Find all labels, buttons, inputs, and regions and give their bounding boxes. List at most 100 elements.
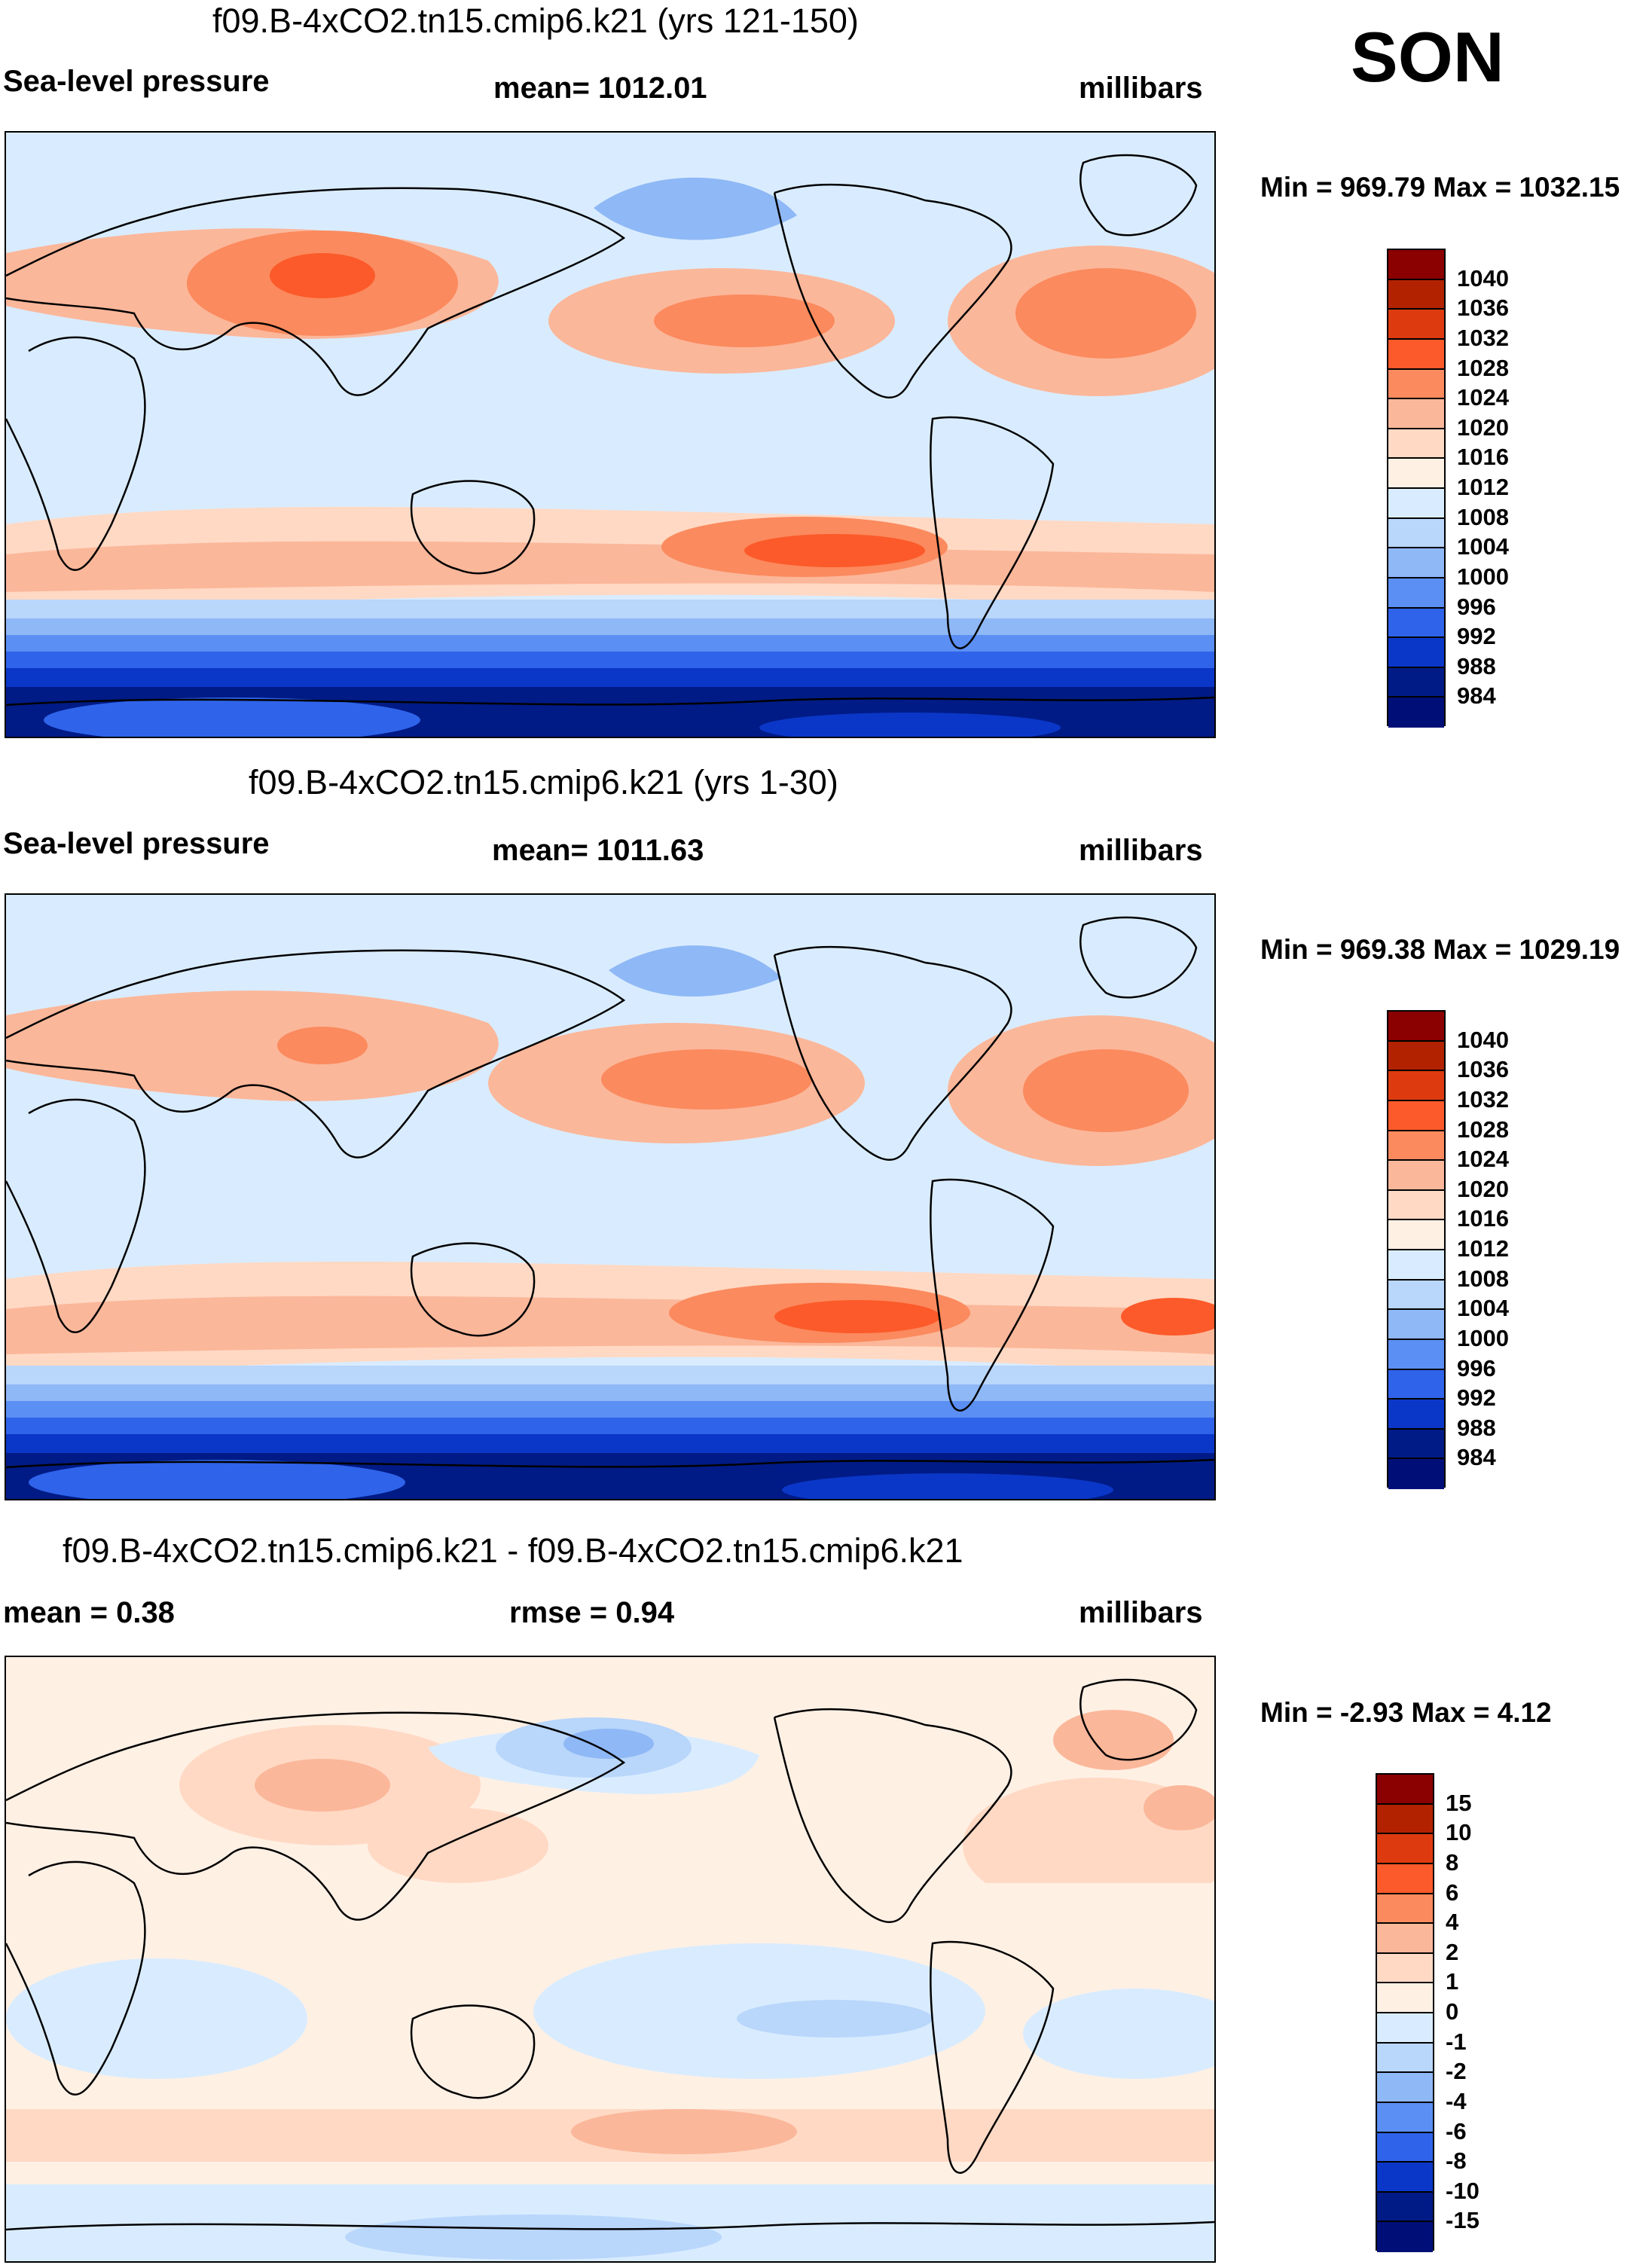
colorbar-tick-label: 1 — [1446, 1968, 1459, 1995]
field-antarctic-patch — [44, 697, 420, 737]
field-high-satl-core — [1121, 1298, 1214, 1335]
colorbar-tick-label: 1036 — [1457, 1056, 1509, 1083]
colorbar-tick-label: 1000 — [1457, 1324, 1509, 1351]
colorbar-box — [1388, 518, 1444, 549]
colorbar-box — [1377, 2222, 1433, 2252]
colorbar-tick-label: 988 — [1457, 1414, 1496, 1441]
coast-eurasia — [6, 949, 626, 1158]
coast-australia — [410, 2004, 536, 2099]
field-polar-low-arctic — [594, 177, 797, 240]
field-neg-antarctic-core — [345, 2215, 722, 2260]
colorbar-box — [1388, 578, 1444, 609]
colorbar-tick-label: 8 — [1446, 1848, 1459, 1876]
colorbar-box — [1388, 310, 1444, 340]
coast-greenland — [1079, 154, 1198, 237]
colorbar-tick-label: 1036 — [1457, 295, 1509, 322]
colorbar-box — [1388, 489, 1444, 519]
field-high-npac-core — [654, 295, 835, 347]
colorbar-box — [1377, 1804, 1433, 1835]
colorbar-tick-label: 0 — [1446, 1998, 1459, 2025]
coast-north-america — [773, 945, 1012, 1161]
panel-rmse-label: rmse = 0.94 — [509, 1596, 675, 1629]
colorbar-box — [1388, 429, 1444, 459]
coast-antarctica — [6, 2221, 1214, 2231]
field-antarctic-patch — [782, 1473, 1113, 1499]
colorbar-tick-label: 1024 — [1457, 384, 1509, 411]
field-neg-npac-inner — [563, 1729, 654, 1759]
colorbar-tick-label: 1020 — [1457, 1175, 1509, 1202]
colorbar-box — [1388, 1310, 1444, 1340]
panel-minmax-label: Min = -2.93 Max = 4.12 — [1260, 1697, 1552, 1728]
colorbar-box — [1388, 1429, 1444, 1460]
colorbar-box — [1377, 2073, 1433, 2103]
colorbar-box — [1388, 608, 1444, 639]
colorbar-box — [1388, 1280, 1444, 1311]
field-high-natl-core — [1023, 1049, 1189, 1132]
colorbar-tick-label: 984 — [1457, 682, 1496, 710]
field-high-spac-inner — [774, 1300, 940, 1333]
colorbar-tick-label: 988 — [1457, 652, 1496, 679]
colorbar-box — [1388, 399, 1444, 429]
panel-title: f09.B-4xCO2.tn15.cmip6.k21 - f09.B-4xCO2… — [63, 1531, 963, 1570]
coast-greenland — [1079, 1678, 1198, 1761]
coast-eurasia — [6, 187, 626, 396]
colorbar-box — [1377, 2132, 1433, 2163]
map-svg — [6, 1657, 1214, 2261]
panel-mean-label: mean= 1012.01 — [493, 72, 707, 105]
field-pos-europe — [1144, 1785, 1214, 1830]
panel-minmax-label: Min = 969.38 Max = 1029.19 — [1260, 934, 1620, 965]
colorbar-box — [1388, 638, 1444, 668]
coastlines — [6, 916, 1214, 1469]
colorbar-box — [1388, 1250, 1444, 1281]
colorbar-box — [1377, 2043, 1433, 2074]
field-so-band-2 — [6, 618, 1214, 635]
colorbar-tick-label: 1040 — [1457, 264, 1509, 292]
colorbar-tick-label: 1012 — [1457, 474, 1509, 500]
colorbar-tick-label: 996 — [1457, 1354, 1496, 1381]
colorbar-box — [1377, 1775, 1433, 1805]
colorbar-box — [1388, 1100, 1444, 1131]
coast-antarctica — [6, 1458, 1214, 1469]
coast-south-america — [930, 1178, 1055, 1412]
field-so-band-2 — [6, 1384, 1214, 1401]
colorbar-tick-label: 1032 — [1457, 324, 1509, 351]
colorbar-box — [1388, 1220, 1444, 1250]
field-neg-spac-core — [737, 2000, 933, 2038]
colorbar-tick-label: -10 — [1446, 2177, 1480, 2204]
colorbar-tick-label: 6 — [1446, 1879, 1459, 1906]
field-so-band-4 — [6, 652, 1214, 668]
colorbar-tick-label: 1012 — [1457, 1235, 1509, 1262]
panel-minmax-label: Min = 969.79 Max = 1032.15 — [1260, 172, 1620, 203]
contour-map — [5, 1656, 1216, 2263]
colorbar-box — [1377, 1924, 1433, 1954]
colorbar-box — [1388, 339, 1444, 370]
field-high-asia-core — [277, 1027, 368, 1064]
colorbar-box — [1388, 1339, 1444, 1370]
colorbar-tick-label: 1008 — [1457, 503, 1509, 530]
field-pos-greenland — [1053, 1710, 1174, 1770]
colorbar-tick-label: 992 — [1457, 623, 1496, 650]
colorbar-tick-label: 996 — [1457, 593, 1496, 620]
colorbar-box — [1388, 1041, 1444, 1072]
colorbar-tick-label: 1028 — [1457, 1116, 1509, 1143]
panel-title: f09.B-4xCO2.tn15.cmip6.k21 (yrs 1-30) — [249, 763, 838, 801]
colorbar-tick-label: 1004 — [1457, 533, 1509, 560]
field-neg-satl — [1023, 1989, 1214, 2079]
colorbar-tick-label: 1020 — [1457, 414, 1509, 441]
colorbar-tick-label: 1032 — [1457, 1085, 1509, 1113]
field-so-band-5 — [6, 668, 1214, 687]
map-svg — [6, 895, 1214, 1499]
colorbar-box — [1388, 459, 1444, 489]
colorbar-tick-label: 992 — [1457, 1384, 1496, 1412]
colorbar-box — [1388, 1012, 1444, 1042]
map-svg — [6, 133, 1214, 737]
colorbar-box — [1377, 1983, 1433, 2013]
colorbar-tick-label: 1028 — [1457, 354, 1509, 381]
colorbar-tick-label: -6 — [1446, 2117, 1467, 2144]
colorbar-box — [1388, 548, 1444, 578]
field-neg-tropics — [6, 1883, 1214, 1928]
colorbar-box — [1377, 2192, 1433, 2223]
field-high-asia-core — [270, 253, 375, 298]
colorbar — [1376, 1773, 1434, 2252]
colorbar-tick-label: 1016 — [1457, 444, 1509, 471]
